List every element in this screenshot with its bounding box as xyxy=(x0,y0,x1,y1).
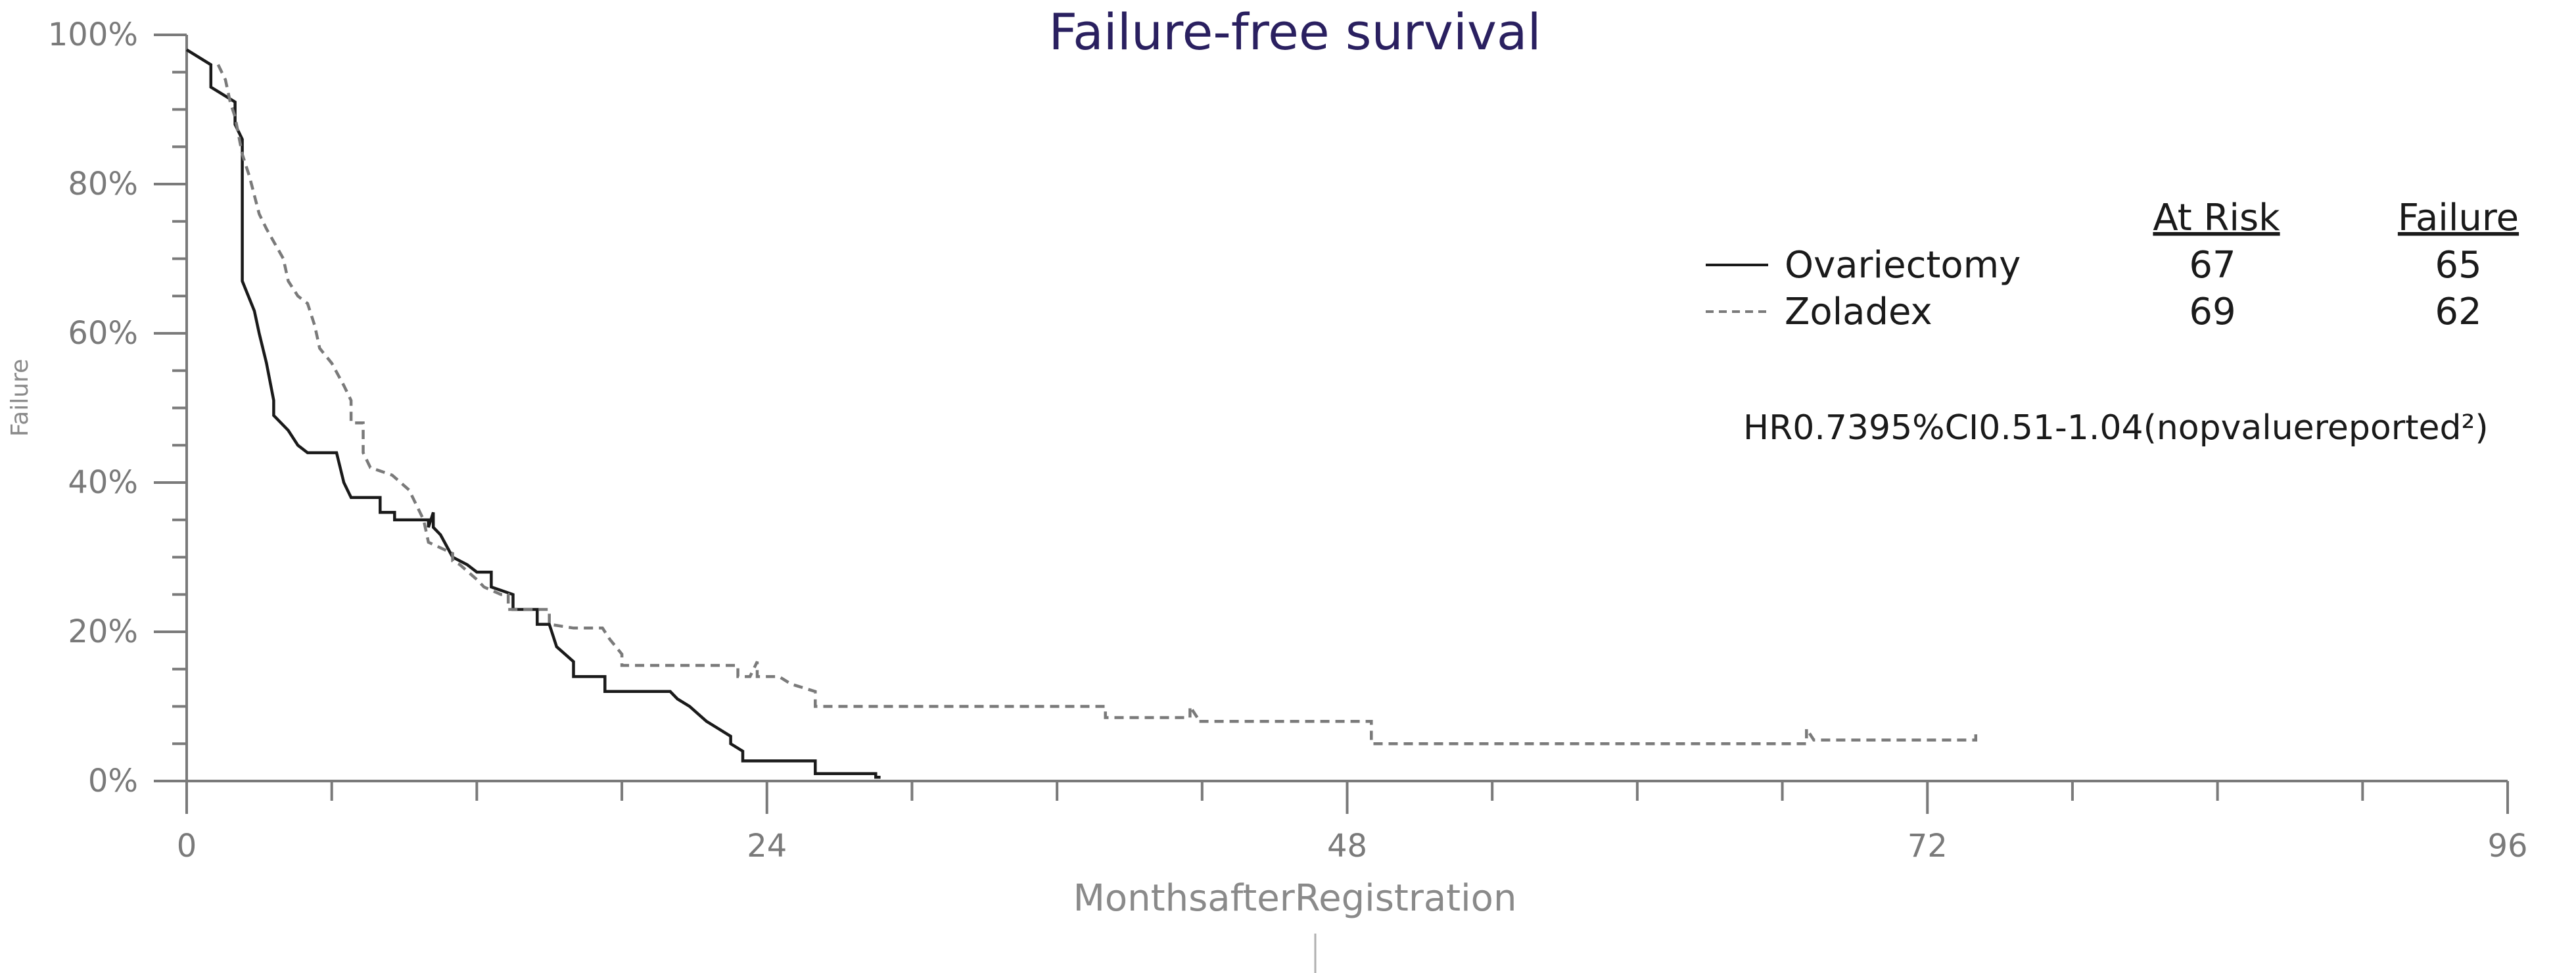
legend-at-risk-ovariectomy: 67 xyxy=(2189,244,2236,287)
y-tick-label: 40% xyxy=(68,464,138,501)
y-axis-label: Failure xyxy=(7,359,34,437)
y-tick-label: 0% xyxy=(88,763,138,799)
y-tick-label: 100% xyxy=(48,16,138,53)
legend-label-zoladex: Zoladex xyxy=(1785,291,1932,333)
x-tick-label: 72 xyxy=(1908,828,1948,865)
x-tick-label: 0 xyxy=(177,828,197,865)
legend-header-failure: Failure xyxy=(2398,197,2519,239)
legend-at-risk-zoladex: 69 xyxy=(2189,291,2236,333)
series-line-zoladex xyxy=(216,64,1978,746)
series-group xyxy=(185,48,1978,779)
chart-title: Failure-free survival xyxy=(1048,3,1541,61)
x-axis: 0 24 48 72 96 xyxy=(177,780,2528,865)
legend: At Risk Failure Ovariectomy 67 65 Zolade… xyxy=(1706,197,2519,333)
x-tick-label: 24 xyxy=(747,828,787,865)
x-axis-label: MonthsafterRegistration xyxy=(1073,877,1517,920)
legend-label-ovariectomy: Ovariectomy xyxy=(1785,244,2021,287)
legend-header-at-risk: At Risk xyxy=(2153,197,2280,239)
legend-failure-ovariectomy: 65 xyxy=(2435,244,2481,287)
y-tick-label: 80% xyxy=(68,166,138,202)
hazard-ratio-annotation: HR0.7395%CI0.51-1.04(nopvaluereported²) xyxy=(1743,408,2489,448)
x-tick-label: 96 xyxy=(2487,828,2527,865)
y-tick-label: 20% xyxy=(68,613,138,650)
x-tick-label: 48 xyxy=(1327,828,1367,865)
y-axis: 0% 20% 40% 60% 80% 100% xyxy=(48,16,188,799)
series-line-ovariectomy xyxy=(185,48,881,779)
y-tick-label: 60% xyxy=(68,315,138,352)
legend-failure-zoladex: 62 xyxy=(2435,291,2481,333)
